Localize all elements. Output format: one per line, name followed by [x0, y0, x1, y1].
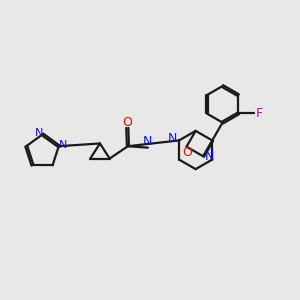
Text: N: N	[34, 128, 43, 138]
Text: F: F	[255, 107, 262, 120]
Text: N: N	[58, 140, 67, 150]
Text: N: N	[143, 135, 153, 148]
Text: N: N	[168, 133, 177, 146]
Text: O: O	[122, 116, 132, 129]
Text: N: N	[205, 150, 214, 163]
Text: O: O	[182, 146, 192, 159]
